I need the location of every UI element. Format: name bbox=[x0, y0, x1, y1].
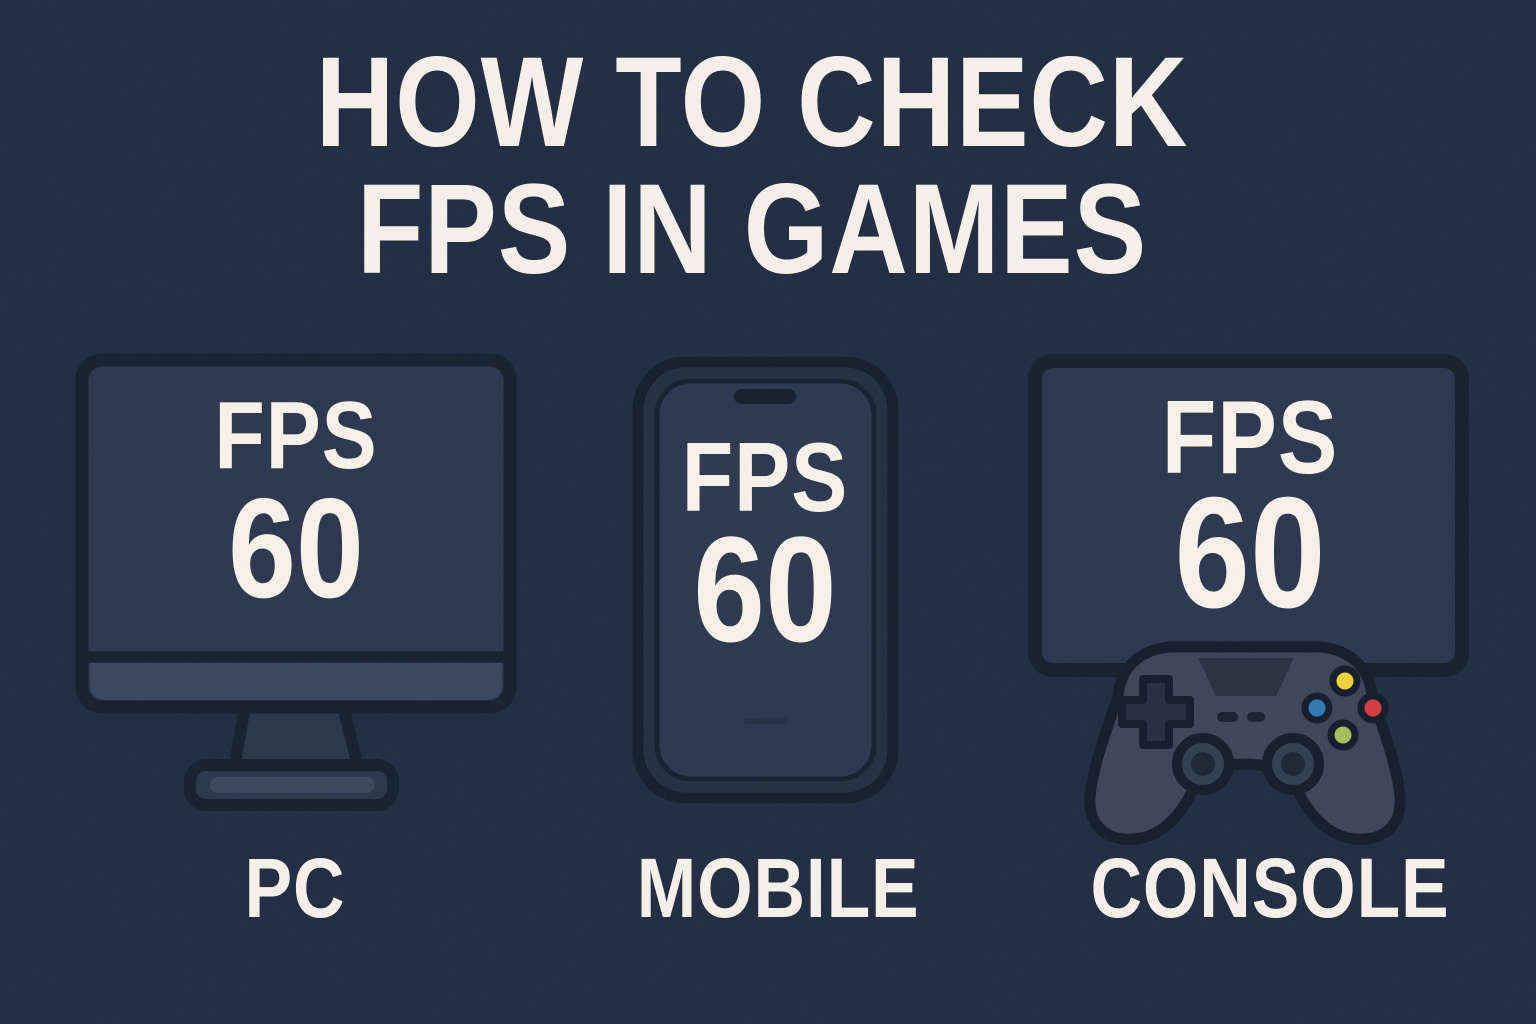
monitor-bezel bbox=[90, 663, 502, 700]
page-title-line2: FPS IN GAMES bbox=[356, 157, 1148, 301]
tv-with-gamepad-icon bbox=[1028, 354, 1469, 845]
button-green-icon bbox=[1327, 719, 1359, 751]
button-red-icon bbox=[1357, 692, 1389, 724]
gamepad-icon bbox=[1084, 641, 1406, 845]
left-stick-cap bbox=[1191, 752, 1215, 776]
device-label-console: CONSOLE bbox=[1090, 841, 1450, 935]
tv-screen bbox=[1028, 354, 1469, 677]
device-label-mobile: MOBILE bbox=[636, 841, 920, 935]
page-title: HOW TO CHECK FPS IN GAMES bbox=[99, 39, 1405, 294]
monitor-base-highlight bbox=[210, 777, 375, 793]
phone-notch-icon bbox=[734, 389, 796, 404]
phone-home-indicator bbox=[743, 718, 787, 724]
button-blue-icon bbox=[1301, 692, 1333, 724]
page-title-line1: HOW TO CHECK bbox=[315, 31, 1189, 174]
device-label-pc: PC bbox=[244, 841, 346, 935]
desktop-monitor-icon bbox=[75, 353, 517, 811]
button-yellow-icon bbox=[1329, 665, 1361, 697]
right-stick-cap bbox=[1281, 752, 1305, 776]
smartphone-icon bbox=[632, 356, 899, 804]
